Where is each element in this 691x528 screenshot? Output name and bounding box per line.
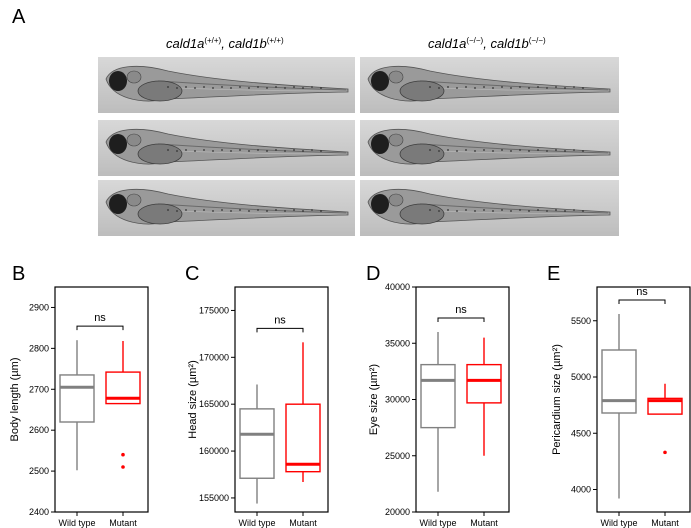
box-wild-type	[420, 332, 456, 492]
allele-superscript: (−/−)	[528, 36, 546, 45]
y-tick-label: 155000	[199, 493, 229, 503]
separator: ,	[483, 36, 491, 51]
y-axis-label: Eye size (µm²)	[368, 364, 380, 435]
y-tick-label: 160000	[199, 446, 229, 456]
larva-drawing	[98, 57, 355, 113]
mutant-larva-image	[360, 120, 619, 176]
y-tick-label: 2700	[29, 384, 49, 394]
y-axis-label: Head size (µm²)	[187, 360, 199, 438]
box-wild-type	[59, 340, 95, 471]
gene-name: cald1a	[166, 36, 205, 51]
box-wild-type	[239, 384, 275, 504]
panel-label: C	[185, 263, 199, 285]
genotype-label-mutant: cald1a(−/−), cald1b(−/−)	[428, 36, 546, 51]
panel-e-box-plot: E 4000 4500 5000 5500 Pericardium size (µm²) W…	[547, 263, 691, 528]
iqr-box	[420, 363, 456, 429]
significance-label: ns	[94, 312, 106, 324]
y-tick-label: 20000	[385, 507, 410, 517]
box-mutant	[466, 337, 502, 456]
y-tick-label: 25000	[385, 451, 410, 461]
y-tick-label: 165000	[199, 399, 229, 409]
significance-label: ns	[274, 314, 286, 326]
y-axis-label: Body length (µm)	[9, 358, 21, 442]
gene-name: cald1b	[228, 36, 267, 51]
panel-label: D	[366, 263, 380, 285]
iqr-box	[285, 403, 321, 473]
x-tick-label: Wild type	[58, 518, 95, 528]
box-wild-type	[601, 314, 637, 499]
significance-bracket	[437, 317, 485, 322]
outlier-point	[663, 450, 667, 455]
panel-c-box-plot: C 155000 160000 165000 170000 175000 Head size…	[185, 263, 329, 528]
mutant-larva-image	[360, 57, 619, 113]
y-tick-label: 2900	[29, 302, 49, 312]
y-tick-label: 2400	[29, 507, 49, 517]
significance-bracket	[76, 325, 124, 331]
larva-drawing	[360, 57, 619, 113]
larva-drawing	[98, 180, 355, 236]
y-axis-label: Pericardium size (µm²)	[551, 344, 563, 455]
x-tick-label: Mutant	[651, 518, 679, 528]
gene-name: cald1b	[490, 36, 529, 51]
y-tick-label: 30000	[385, 395, 410, 405]
x-tick-label: Wild type	[238, 518, 275, 528]
x-tick-label: Mutant	[289, 518, 317, 528]
genotype-label-wild-type: cald1a(+/+), cald1b(+/+)	[166, 36, 284, 51]
iqr-box	[239, 408, 275, 479]
y-tick-label: 2500	[29, 466, 49, 476]
allele-superscript: (+/+)	[204, 36, 222, 45]
panel-b-box-plot: B 2400 2500 2600 2700 2800 2900 Body length (µm…	[9, 263, 149, 528]
panel-d-box-plot: D 20000 25000 30000 35000 40000 Eye size (µm²)…	[366, 263, 510, 528]
x-tick-label: Wild type	[600, 518, 637, 528]
plot-frame	[234, 286, 329, 513]
y-tick-label: 5000	[571, 372, 591, 382]
significance-bracket	[256, 327, 304, 333]
allele-superscript: (−/−)	[466, 36, 484, 45]
iqr-box	[59, 374, 95, 423]
larva-drawing	[360, 180, 619, 236]
y-tick-label: 175000	[199, 305, 229, 315]
box-mutant	[105, 341, 141, 469]
iqr-box	[105, 371, 141, 405]
x-tick-label: Mutant	[470, 518, 498, 528]
plot-frame	[54, 286, 149, 513]
wild-type-larva-image	[98, 180, 355, 236]
larva-drawing	[98, 120, 355, 176]
significance-bracket	[618, 299, 666, 304]
y-tick-label: 170000	[199, 352, 229, 362]
y-tick-label: 2600	[29, 425, 49, 435]
mutant-larva-image	[360, 180, 619, 236]
y-tick-label: 5500	[571, 316, 591, 326]
outlier-point	[121, 452, 125, 457]
iqr-box	[466, 363, 502, 404]
iqr-box	[601, 349, 637, 414]
x-tick-label: Mutant	[109, 518, 137, 528]
panel-label: E	[547, 263, 560, 285]
x-tick-label: Wild type	[419, 518, 456, 528]
larva-drawing	[360, 120, 619, 176]
y-tick-label: 35000	[385, 338, 410, 348]
box-mutant	[285, 342, 321, 482]
gene-name: cald1a	[428, 36, 467, 51]
wild-type-larva-image	[98, 57, 355, 113]
panel-label-a: A	[12, 6, 26, 28]
plot-frame	[596, 286, 691, 513]
plot-frame	[415, 286, 510, 513]
y-tick-label: 2800	[29, 343, 49, 353]
significance-label: ns	[455, 304, 467, 316]
significance-label: ns	[636, 286, 648, 298]
y-tick-label: 40000	[385, 282, 410, 292]
box-mutant	[647, 383, 683, 455]
separator: ,	[221, 36, 229, 51]
panel-label: B	[12, 263, 25, 285]
allele-superscript: (+/+)	[266, 36, 284, 45]
wild-type-larva-image	[98, 120, 355, 176]
y-tick-label: 4000	[571, 485, 591, 495]
outlier-point	[121, 465, 125, 469]
y-tick-label: 4500	[571, 428, 591, 438]
iqr-box	[647, 397, 683, 415]
